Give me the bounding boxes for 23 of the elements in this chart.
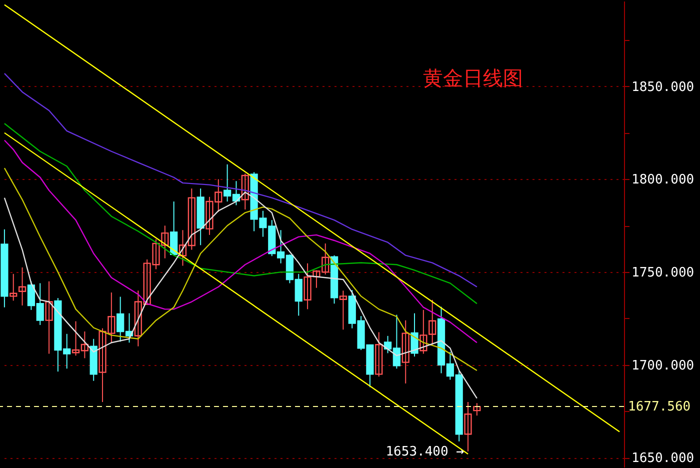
candlestick [375, 332, 383, 378]
candlestick [339, 290, 348, 330]
line-series [4, 140, 478, 344]
annotation: 1653.400 → [386, 444, 464, 460]
line-series [4, 122, 478, 304]
candlestick [45, 280, 53, 354]
candlestick [473, 402, 481, 416]
y-tick-label: 1800.000 [632, 172, 694, 188]
text: 黄金日线图 [423, 66, 523, 90]
ref-line-label: 1677.560 [628, 400, 691, 415]
line-series [4, 167, 478, 372]
y-tick-label: 1850.000 [632, 80, 694, 95]
line-series [4, 192, 478, 399]
candlestick [410, 312, 418, 358]
y-tick-label: 1700.000 [632, 358, 694, 374]
candlestick [170, 201, 178, 256]
y-tick-label: 1750.000 [632, 266, 694, 281]
candlestick [402, 320, 410, 384]
candlestick [464, 402, 472, 452]
candlestick [10, 273, 18, 302]
candlestick [18, 266, 26, 306]
y-tick-label: 1650.000 [632, 451, 694, 466]
candlestick [241, 173, 249, 210]
